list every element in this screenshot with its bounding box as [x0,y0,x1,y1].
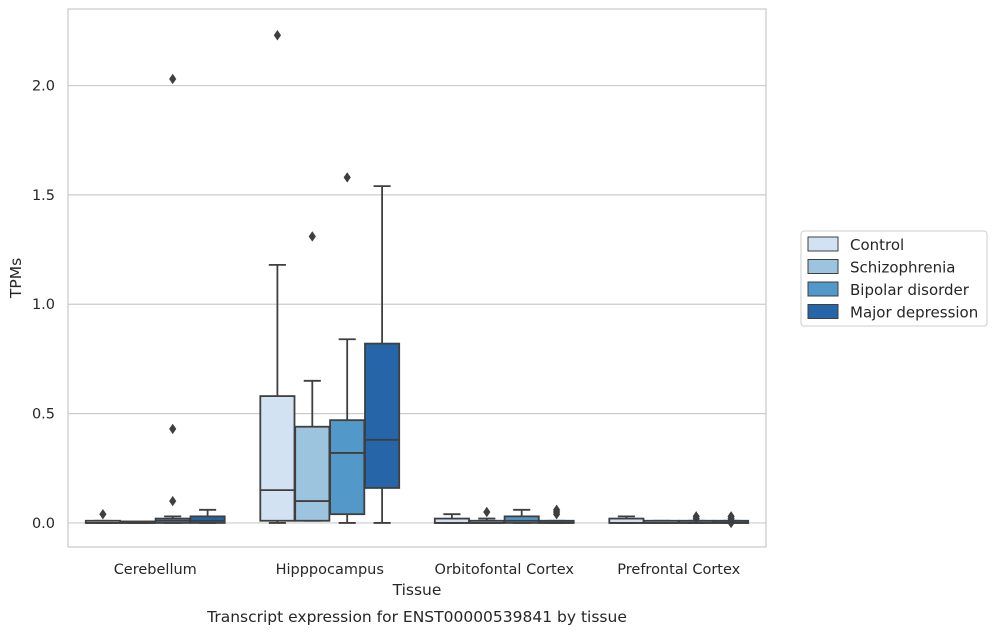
legend-item: Control [807,236,904,254]
box-bipolar-disorder [503,508,540,524]
x-tick-label: Cerebellum [114,562,197,578]
box-schizophrenia [119,520,156,524]
box-control [84,508,121,524]
legend-label: Bipolar disorder [850,281,970,299]
box-bipolar-disorder [678,511,715,524]
box-major-depression [538,504,575,524]
outlier-point [553,504,561,516]
x-tick-label: Orbitofontal Cortex [435,562,575,578]
box-schizophrenia [643,519,680,524]
y-tick-label: 0.0 [32,516,55,532]
box-body [259,395,296,522]
box-schizophrenia [468,506,505,524]
legend-swatch [807,281,839,297]
outlier-point [308,231,316,242]
legend: Control Schizophrenia Bipolar disorder Majo… [800,230,988,327]
x-tick-label: Hipppocampus [276,562,384,578]
outlier-point [273,30,281,41]
outlier-point [692,511,700,522]
box-body [189,515,226,524]
outlier-point [99,508,107,520]
outlier-point [727,511,735,522]
x-tick-label: Prefrontal Cortex [617,562,740,578]
legend-item: Bipolar disorder [807,281,970,299]
legend-item: Schizophrenia [807,259,955,277]
box-groups [84,30,750,529]
y-axis-label: TPMs [7,258,25,299]
outlier-point [483,506,491,518]
box-bipolar-disorder [154,73,191,524]
legend-item: Major depression [807,304,978,322]
box-body [294,425,331,522]
y-tick-label: 1.5 [32,188,55,204]
outlier-point [169,495,177,507]
box-major-depression [713,511,750,529]
plot-background [68,9,766,547]
box-major-depression [189,508,226,524]
box-group [259,30,401,524]
box-body [364,342,401,489]
legend-frame [800,230,988,327]
legend-items: Control Schizophrenia Bipolar disorder Majo… [807,236,978,322]
plot-frame [67,8,767,548]
box-group [84,73,226,524]
chart-caption: Transcript expression for ENST0000053984… [206,608,627,626]
box-bipolar-disorder [329,172,366,524]
box-group [608,511,750,529]
y-tick-label: 2.0 [32,79,55,95]
y-tick-label: 1.0 [32,297,55,313]
y-tick-labels: 0.0 0.5 1.0 1.5 2.0 [32,79,55,532]
outlier-point [169,73,177,85]
x-tick-labels: Cerebellum Hipppocampus Orbitofontal Corte… [114,562,741,578]
legend-swatch [807,304,839,319]
legend-swatch [807,236,839,252]
outlier-point [343,172,351,183]
legend-label: Major depression [850,304,978,322]
y-tick-label: 0.5 [32,407,55,423]
box-body [503,515,540,524]
box-major-depression [364,185,401,524]
outlier-point [169,423,177,435]
box-body [329,419,366,516]
x-axis-label: Tissue [392,581,442,599]
legend-label: Schizophrenia [850,259,955,277]
legend-swatch [807,259,839,274]
legend-label: Control [850,236,904,254]
box-group [433,504,575,524]
